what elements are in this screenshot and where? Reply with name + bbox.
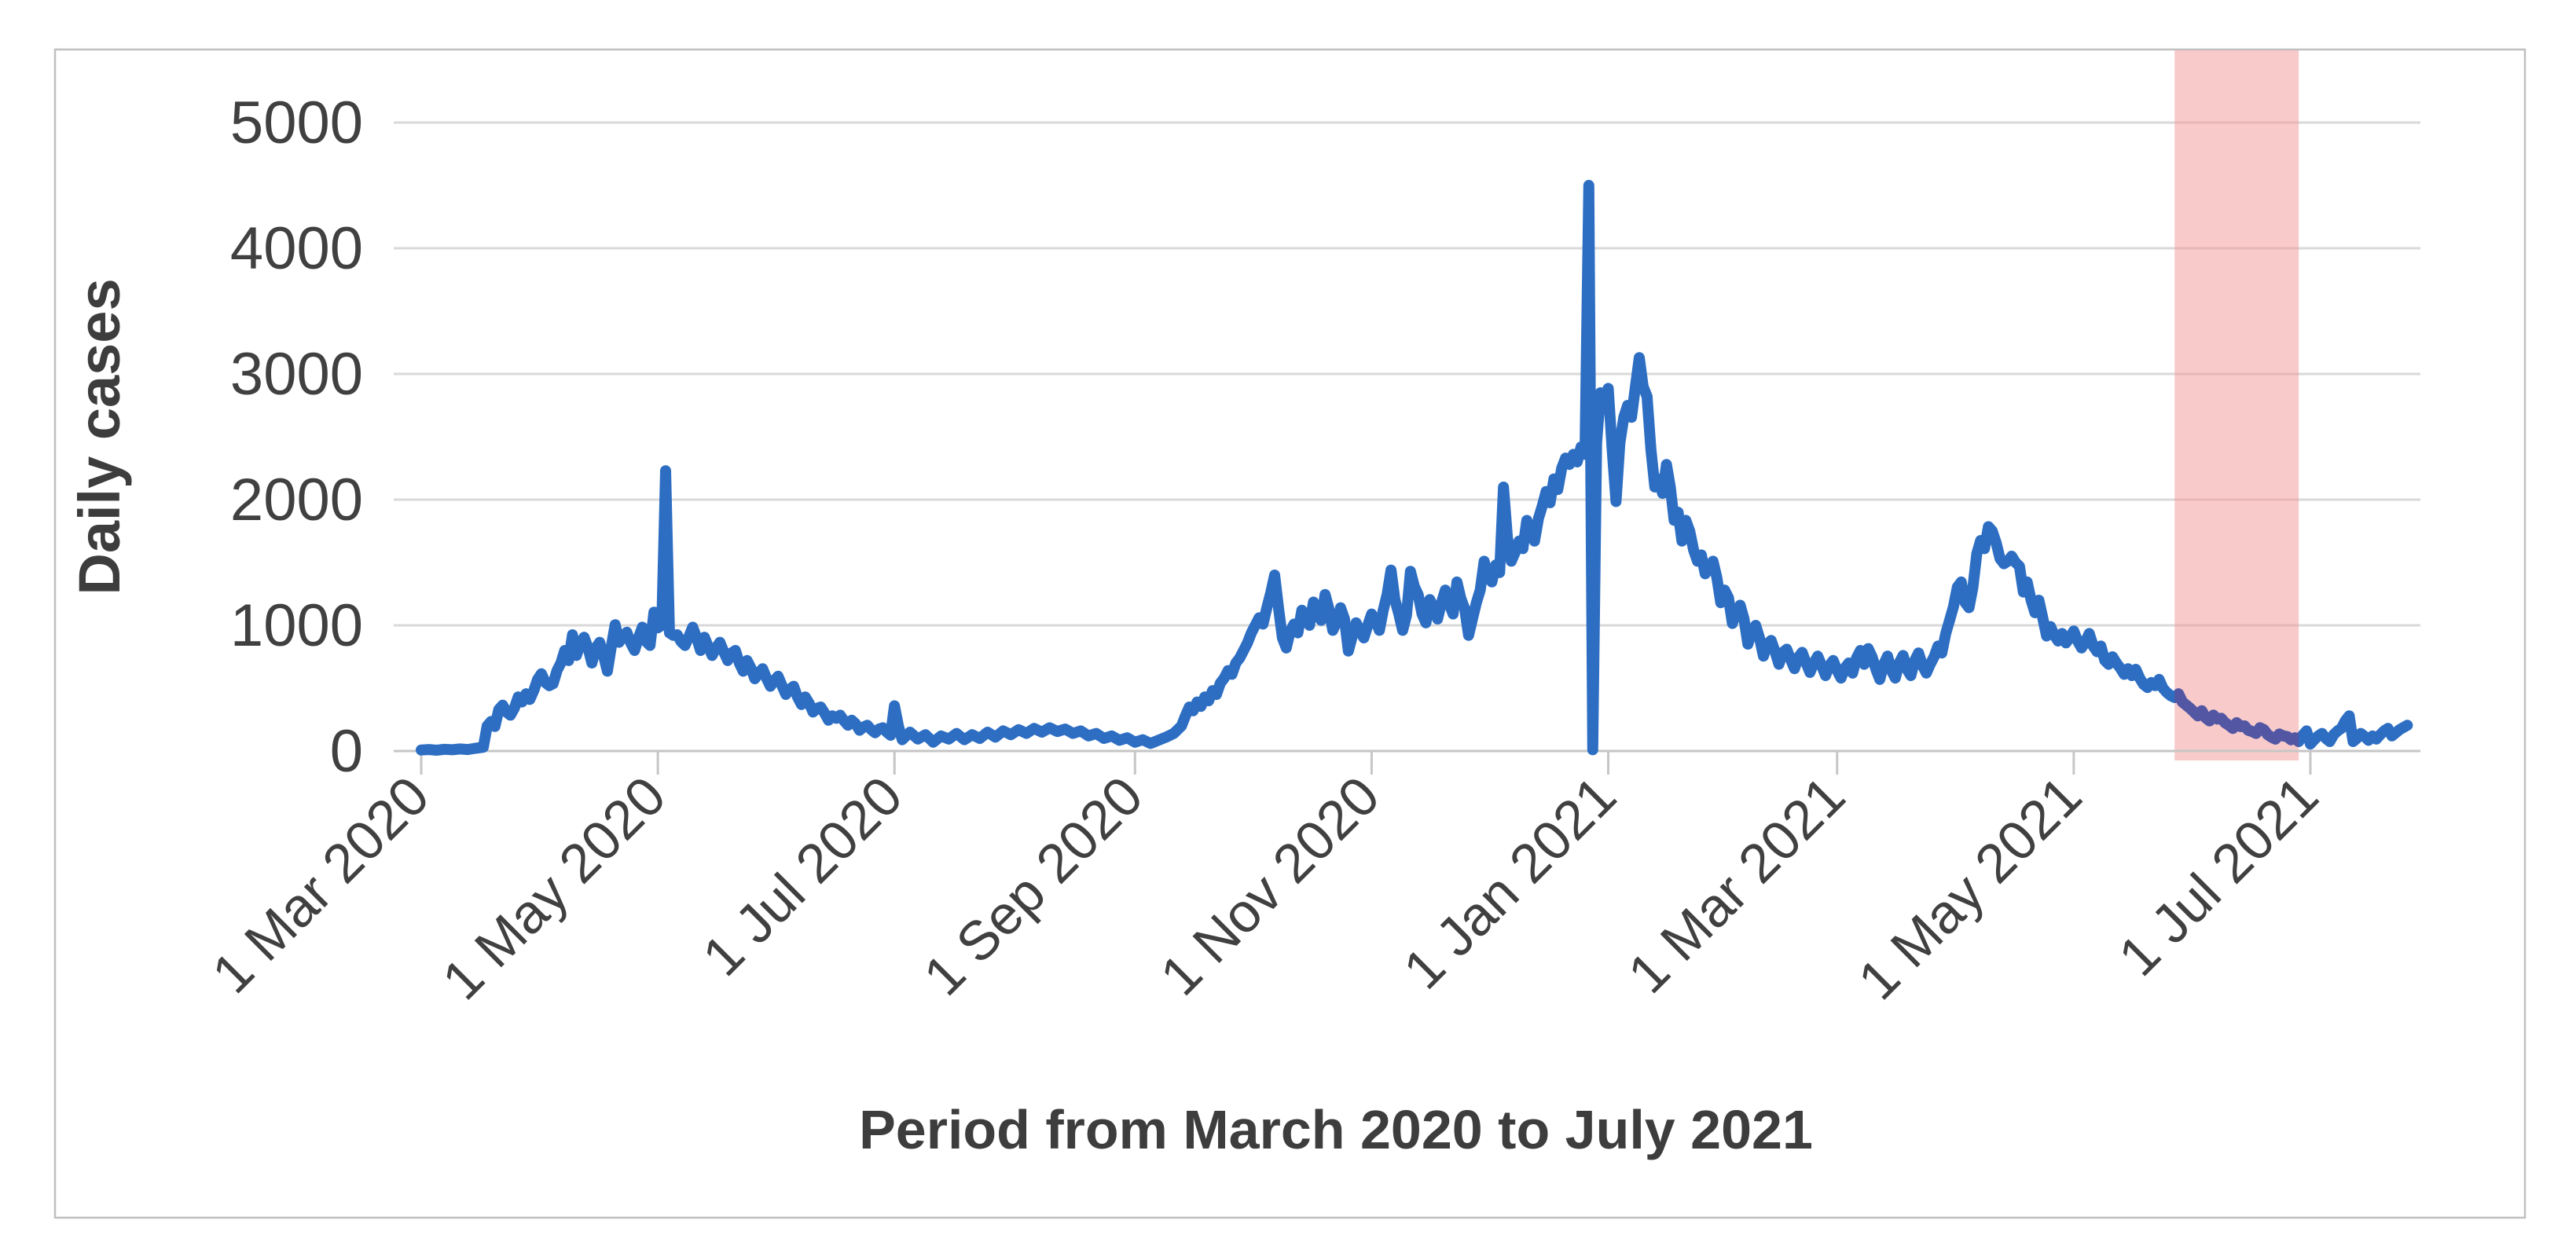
highlight-band — [2174, 50, 2299, 760]
highlight-band-layer — [2174, 50, 2299, 760]
x-tick-label: 1 Jul 2020 — [691, 764, 914, 987]
x-tick-label: 1 Sep 2020 — [912, 764, 1154, 1006]
gridlines — [394, 121, 2420, 627]
y-tick-label: 3000 — [230, 341, 363, 408]
series-line-daily-cases — [416, 180, 2413, 756]
y-axis-title: Daily cases — [67, 278, 132, 595]
x-axis-title: Period from March 2020 to July 2021 — [859, 1099, 1813, 1160]
x-tick-label: 1 Mar 2020 — [200, 764, 441, 1005]
y-tick-label: 4000 — [230, 215, 363, 282]
x-tick-label: 1 May 2020 — [431, 764, 677, 1011]
y-tick-label: 0 — [330, 718, 363, 785]
x-tick-label: 1 Nov 2020 — [1149, 764, 1391, 1006]
y-tick-label: 1000 — [230, 592, 363, 659]
series-layer — [416, 180, 2413, 756]
x-tick-label: 1 Jul 2021 — [2107, 764, 2330, 987]
y-tick-label: 5000 — [230, 90, 363, 156]
axis-layer — [394, 749, 2420, 775]
y-tick-label: 2000 — [230, 467, 363, 533]
x-tick-label: 1 May 2021 — [1847, 764, 2093, 1011]
x-tick-label: 1 Jan 2021 — [1392, 764, 1627, 1000]
figure-border — [53, 48, 2526, 1219]
x-tick-label: 1 Mar 2021 — [1616, 764, 1857, 1005]
